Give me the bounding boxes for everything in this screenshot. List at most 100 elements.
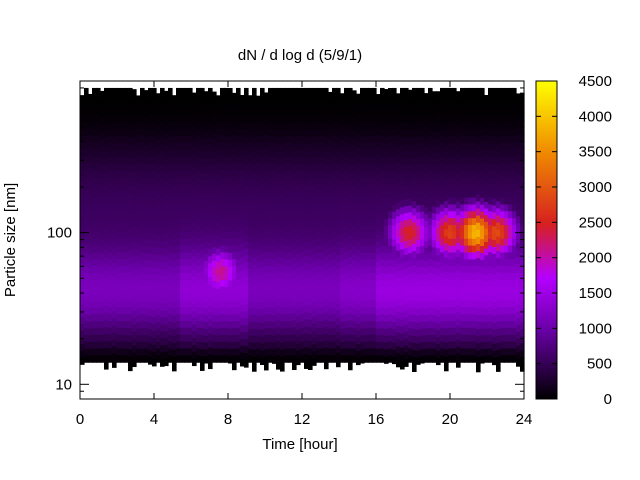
heatmap-cell — [344, 218, 349, 226]
heatmap-cell — [220, 321, 225, 329]
heatmap-cell — [476, 165, 481, 174]
heatmap-cell — [380, 190, 385, 199]
heatmap-cell — [148, 336, 153, 344]
heatmap-cell — [492, 274, 497, 283]
heatmap-cell — [260, 239, 265, 248]
heatmap-cell — [92, 190, 97, 199]
heatmap-cell — [208, 193, 213, 201]
heatmap-cell — [500, 307, 505, 315]
heatmap-cell — [148, 253, 153, 262]
heatmap-cell — [352, 280, 357, 288]
heatmap-cell — [212, 220, 217, 228]
heatmap-cell — [432, 118, 437, 126]
heatmap-cell — [228, 108, 233, 117]
heatmap-cell — [108, 348, 113, 356]
heatmap-cell — [352, 192, 357, 200]
heatmap-cell — [492, 246, 497, 255]
heatmap-cell — [200, 186, 205, 195]
heatmap-cell — [512, 231, 517, 240]
heatmap-cell — [420, 108, 425, 117]
heatmap-cell — [268, 94, 273, 103]
heatmap-cell — [172, 212, 177, 220]
heatmap-cell — [468, 307, 473, 315]
heatmap-cell — [196, 149, 201, 158]
heatmap-cell — [132, 207, 137, 215]
heatmap-cell — [488, 259, 493, 267]
heatmap-cell — [148, 94, 153, 103]
heatmap-cell — [124, 204, 129, 212]
heatmap-cell — [404, 136, 409, 145]
heatmap-cell — [180, 307, 185, 315]
heatmap-cell — [468, 266, 473, 274]
heatmap-cell — [152, 317, 157, 325]
heatmap-cell — [488, 293, 493, 302]
heatmap-cell — [288, 225, 293, 233]
heatmap-cell — [124, 266, 129, 274]
heatmap-cell — [108, 94, 113, 103]
heatmap-cell — [360, 287, 365, 295]
heatmap-cell — [172, 219, 177, 227]
heatmap-cell — [320, 348, 325, 356]
heatmap-cell — [384, 232, 389, 241]
heatmap-cell — [256, 228, 261, 237]
heatmap-cell — [132, 179, 137, 187]
heatmap-cell — [440, 183, 445, 192]
heatmap-cell — [216, 322, 221, 330]
heatmap-cell — [344, 170, 349, 178]
heatmap-cell — [156, 153, 161, 162]
heatmap-cell — [384, 185, 389, 193]
heatmap-cell — [360, 307, 365, 316]
heatmap-cell — [264, 349, 269, 357]
heatmap-cell — [120, 238, 125, 247]
heatmap-cell — [304, 284, 309, 292]
heatmap-cell — [508, 163, 513, 171]
heatmap-cell — [476, 286, 481, 295]
heatmap-cell — [184, 279, 189, 288]
heatmap-cell — [220, 279, 225, 288]
heatmap-cell — [496, 172, 501, 181]
heatmap-cell — [348, 271, 353, 279]
heatmap-cell — [472, 177, 477, 185]
heatmap-cell — [168, 355, 173, 363]
heatmap-cell — [472, 279, 477, 288]
heatmap-cell — [412, 222, 417, 231]
heatmap-cell — [344, 259, 349, 267]
heatmap-cell — [412, 229, 417, 238]
heatmap-cell — [480, 163, 485, 172]
heatmap-cell — [416, 302, 421, 310]
heatmap-cell — [260, 136, 265, 144]
heatmap-cell — [448, 149, 453, 158]
heatmap-cell — [220, 314, 225, 322]
heatmap-cell — [132, 359, 137, 368]
heatmap-cell — [200, 264, 205, 273]
heatmap-cell — [336, 303, 341, 312]
heatmap-cell — [356, 181, 361, 190]
heatmap-cell — [288, 190, 293, 199]
heatmap-cell — [512, 266, 517, 274]
heatmap-cell — [516, 161, 521, 170]
heatmap-cell — [444, 130, 449, 139]
heatmap-cell — [292, 158, 297, 166]
heatmap-cell — [136, 128, 141, 137]
heatmap-cell — [436, 316, 441, 325]
heatmap-cell — [112, 234, 117, 243]
heatmap-cell — [324, 228, 329, 236]
heatmap-cell — [320, 156, 325, 164]
heatmap-cell — [512, 300, 517, 308]
heatmap-cell — [216, 162, 221, 170]
heatmap-cell — [92, 273, 97, 281]
heatmap-cell — [144, 232, 149, 241]
heatmap-cell — [288, 177, 293, 185]
heatmap-cell — [336, 317, 341, 326]
heatmap-cell — [500, 300, 505, 308]
heatmap-cell — [280, 109, 285, 117]
heatmap-cell — [488, 94, 493, 103]
heatmap-cell — [384, 328, 389, 337]
heatmap-cell — [384, 287, 389, 296]
heatmap-cell — [360, 252, 365, 261]
heatmap-cell — [408, 334, 413, 343]
heatmap-cell — [212, 233, 217, 241]
heatmap-cell — [472, 327, 477, 336]
heatmap-cell — [492, 164, 497, 172]
heatmap-cell — [292, 214, 297, 223]
